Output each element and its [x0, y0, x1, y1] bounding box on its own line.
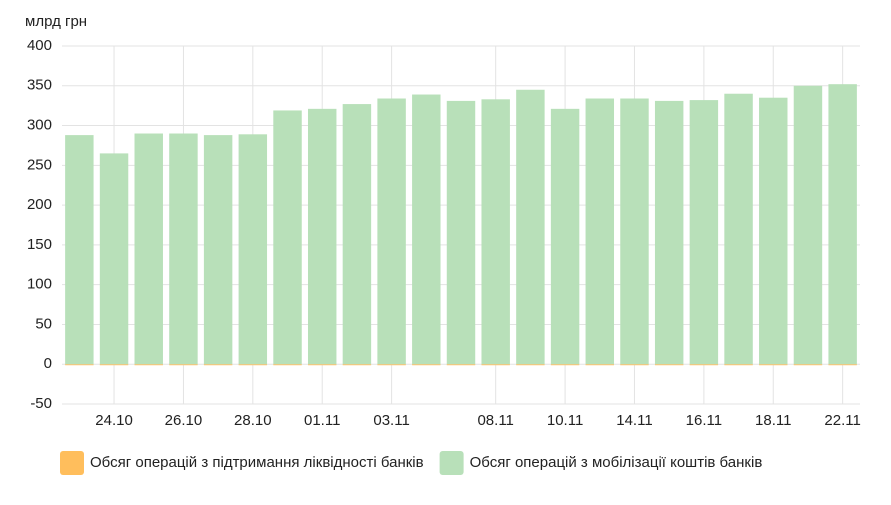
bar — [65, 364, 94, 366]
bar — [65, 135, 94, 365]
y-tick-label: 250 — [27, 156, 52, 173]
bar — [377, 98, 406, 365]
y-tick-label: 150 — [27, 236, 52, 253]
bar — [307, 364, 337, 366]
bar — [342, 364, 372, 366]
bar — [446, 364, 476, 366]
legend-label[interactable]: Обсяг операцій з підтримання ліквідності… — [90, 454, 424, 471]
bar — [203, 364, 233, 366]
x-tick-label: 18.11 — [755, 412, 791, 429]
x-tick-label: 22.11 — [824, 412, 860, 429]
x-tick-label: 14.11 — [616, 412, 652, 429]
bar — [99, 153, 129, 365]
y-tick-label: -50 — [30, 395, 52, 412]
y-tick-label: 350 — [27, 77, 52, 94]
bar — [273, 110, 302, 365]
y-axis-label: млрд грн — [25, 13, 87, 30]
x-tick-label: 26.10 — [165, 412, 203, 429]
bar — [689, 364, 719, 366]
bar — [550, 364, 580, 366]
x-tick-label: 10.11 — [547, 412, 583, 429]
bar — [620, 98, 649, 365]
y-tick-label: 200 — [27, 196, 52, 213]
bar — [481, 99, 510, 365]
x-tick-label: 24.10 — [95, 412, 133, 429]
x-tick-label: 16.11 — [686, 412, 722, 429]
bar — [724, 93, 753, 365]
bar — [273, 364, 302, 366]
x-tick-label: 03.11 — [373, 412, 409, 429]
y-tick-label: 100 — [27, 276, 52, 293]
bar — [550, 108, 580, 365]
bar — [377, 364, 406, 366]
bar — [412, 364, 441, 366]
bar — [481, 364, 510, 366]
legend-swatch[interactable] — [439, 451, 464, 475]
bar — [238, 364, 268, 366]
x-tick-label: 08.11 — [477, 412, 513, 429]
bar — [412, 94, 441, 365]
bar — [654, 100, 684, 365]
bar — [134, 133, 163, 365]
bar — [307, 108, 337, 365]
bar — [169, 133, 198, 365]
bar — [828, 84, 857, 365]
y-tick-label: 300 — [27, 117, 52, 134]
bar — [342, 104, 372, 365]
bar — [689, 100, 719, 365]
x-tick-label: 01.11 — [304, 412, 340, 429]
y-tick-label: 0 — [44, 355, 52, 372]
legend-swatch[interactable] — [60, 451, 84, 475]
bar — [793, 85, 823, 365]
bar — [446, 100, 476, 365]
y-tick-label: 400 — [27, 37, 52, 54]
bar — [759, 364, 788, 366]
bar — [724, 364, 753, 366]
bar — [238, 134, 268, 365]
bar — [203, 135, 233, 365]
bar — [516, 364, 545, 366]
bar — [620, 364, 649, 366]
legend-label[interactable]: Обсяг операцій з мобілізації коштів банк… — [470, 454, 763, 471]
bar — [134, 364, 163, 366]
x-tick-label: 28.10 — [234, 412, 272, 429]
bar — [585, 364, 615, 366]
bar — [99, 364, 129, 366]
bar — [828, 364, 857, 366]
bar — [516, 89, 545, 365]
y-tick-label: 50 — [35, 315, 52, 332]
bar — [169, 364, 198, 366]
bar — [585, 98, 615, 365]
bar — [654, 364, 684, 366]
bar — [759, 97, 788, 365]
bar — [793, 364, 823, 366]
